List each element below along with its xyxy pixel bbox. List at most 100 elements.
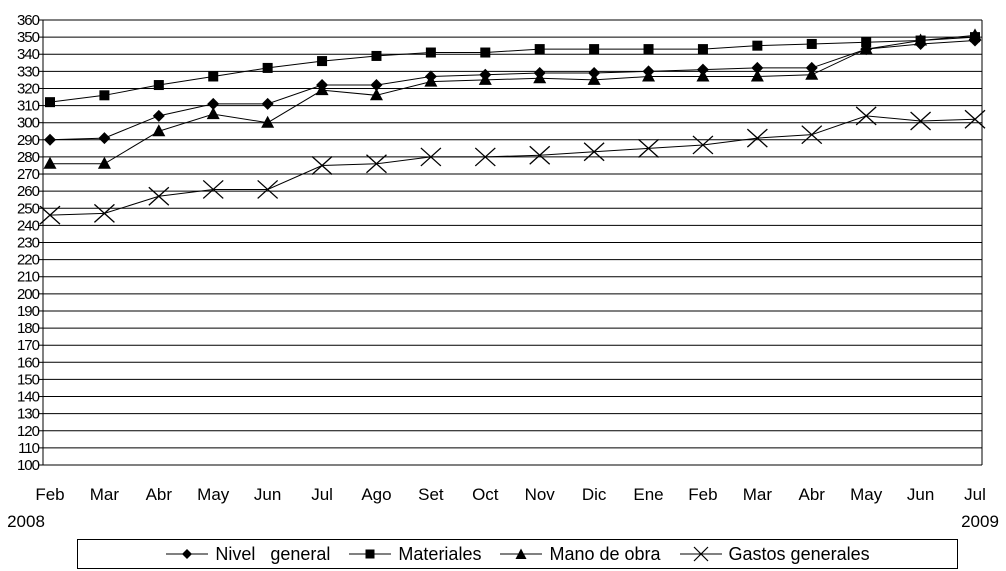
data-point-2-9 bbox=[533, 71, 547, 84]
y-tick-label: 280 bbox=[17, 149, 40, 166]
data-point-3-9 bbox=[529, 145, 551, 165]
data-point-3-3 bbox=[202, 179, 224, 199]
data-point-3-13 bbox=[746, 128, 768, 148]
data-point-1-1 bbox=[99, 90, 110, 101]
data-point-1-4 bbox=[262, 62, 273, 73]
chart-legend: Nivel general Materiales Mano de obra Ga… bbox=[77, 539, 958, 569]
x-axis-year-end-label: 2009 bbox=[961, 512, 999, 531]
y-tick-label: 140 bbox=[17, 389, 40, 406]
data-point-3-11 bbox=[638, 138, 659, 158]
data-point-2-10 bbox=[587, 72, 601, 85]
data-point-3-2 bbox=[148, 186, 170, 206]
y-tick-label: 240 bbox=[17, 217, 40, 234]
data-point-1-7 bbox=[425, 47, 436, 58]
data-point-2-7 bbox=[424, 74, 438, 87]
data-point-1-2 bbox=[153, 80, 164, 91]
data-point-1-12 bbox=[697, 44, 708, 55]
x-marker-icon bbox=[679, 546, 722, 562]
x-tick-label: Ene bbox=[633, 485, 663, 504]
legend-item-series-2: Mano de obra bbox=[499, 543, 661, 565]
gridlines bbox=[39, 19, 983, 466]
y-tick-label: 170 bbox=[17, 337, 40, 354]
data-point-0-4 bbox=[261, 97, 274, 110]
legend-label: Gastos generales bbox=[728, 543, 870, 564]
square-marker-icon bbox=[349, 549, 392, 559]
x-tick-label: Oct bbox=[472, 485, 499, 504]
data-point-1-13 bbox=[752, 40, 763, 51]
x-tick-label: Feb bbox=[688, 485, 717, 504]
data-point-2-17 bbox=[968, 28, 982, 41]
data-point-1-11 bbox=[643, 44, 654, 55]
x-tick-label: Jul bbox=[964, 485, 986, 504]
data-point-2-14 bbox=[805, 67, 819, 80]
legend-label: Mano de obra bbox=[549, 543, 661, 564]
x-tick-label: Abr bbox=[146, 485, 173, 504]
y-tick-label: 360 bbox=[17, 12, 40, 29]
data-point-3-14 bbox=[801, 125, 823, 145]
y-tick-label: 350 bbox=[17, 29, 40, 46]
legend-item-series-1: Materiales bbox=[348, 544, 481, 565]
data-point-0-13 bbox=[751, 61, 764, 74]
y-tick-label: 220 bbox=[17, 252, 40, 269]
legend-label: Materiales bbox=[398, 543, 482, 564]
y-axis-tick-labels: 1001101201301401501601701801902002102202… bbox=[17, 12, 41, 474]
series-line-2 bbox=[50, 34, 976, 165]
data-point-2-3 bbox=[206, 107, 220, 120]
y-tick-label: 190 bbox=[17, 303, 40, 320]
x-tick-label: May bbox=[197, 485, 230, 504]
series-line-1 bbox=[49, 36, 976, 103]
data-point-2-11 bbox=[642, 69, 656, 82]
y-tick-label: 150 bbox=[17, 371, 40, 388]
x-tick-label: Nov bbox=[525, 485, 556, 504]
data-point-2-2 bbox=[152, 124, 166, 137]
data-point-0-0 bbox=[44, 133, 56, 146]
data-point-1-14 bbox=[806, 38, 817, 49]
data-point-0-1 bbox=[98, 132, 111, 145]
data-point-1-3 bbox=[208, 71, 219, 82]
y-tick-label: 100 bbox=[17, 457, 40, 474]
data-point-3-10 bbox=[583, 142, 605, 162]
x-axis-tick-labels: Feb Mar Abr May Jun Jul Ago Set Oct Nov Dic Ene Feb M… bbox=[35, 485, 986, 504]
data-point-2-1 bbox=[97, 156, 111, 169]
data-point-2-4 bbox=[261, 115, 275, 128]
data-point-3-0 bbox=[39, 205, 61, 225]
legend-item-series-3: Gastos generales bbox=[679, 544, 870, 565]
data-point-3-6 bbox=[366, 154, 387, 174]
y-tick-label: 230 bbox=[17, 235, 40, 252]
y-tick-label: 160 bbox=[17, 354, 40, 371]
x-tick-label: Mar bbox=[743, 485, 773, 504]
y-tick-label: 200 bbox=[17, 286, 40, 303]
data-point-1-9 bbox=[534, 44, 545, 55]
data-point-2-5 bbox=[315, 83, 329, 96]
data-point-1-10 bbox=[589, 44, 600, 55]
data-point-2-13 bbox=[750, 69, 764, 82]
y-tick-label: 210 bbox=[17, 269, 40, 286]
data-point-3-5 bbox=[311, 155, 333, 175]
data-point-3-17 bbox=[964, 109, 986, 129]
x-tick-label: Jun bbox=[254, 485, 281, 504]
y-tick-label: 270 bbox=[17, 166, 40, 183]
y-tick-label: 300 bbox=[17, 115, 40, 132]
y-tick-label: 260 bbox=[17, 183, 40, 200]
y-tick-label: 310 bbox=[17, 98, 40, 115]
data-point-2-6 bbox=[369, 88, 383, 101]
y-tick-label: 320 bbox=[17, 80, 40, 97]
series-line-3 bbox=[49, 115, 976, 216]
data-point-0-6 bbox=[370, 79, 383, 92]
x-tick-label: Mar bbox=[90, 485, 120, 504]
y-tick-label: 180 bbox=[17, 320, 40, 337]
data-point-1-5 bbox=[317, 56, 328, 67]
y-tick-label: 290 bbox=[17, 132, 40, 149]
y-tick-label: 330 bbox=[17, 63, 40, 80]
x-tick-label: Jul bbox=[311, 485, 333, 504]
series-lines bbox=[39, 28, 986, 225]
y-tick-label: 130 bbox=[17, 406, 40, 423]
data-point-3-7 bbox=[420, 147, 442, 167]
y-tick-label: 250 bbox=[17, 200, 40, 217]
data-point-3-4 bbox=[257, 179, 279, 199]
data-point-2-8 bbox=[478, 72, 492, 85]
x-tick-label: Dic bbox=[582, 485, 607, 504]
data-point-3-1 bbox=[93, 203, 115, 223]
legend-label: Nivel general bbox=[215, 543, 331, 564]
